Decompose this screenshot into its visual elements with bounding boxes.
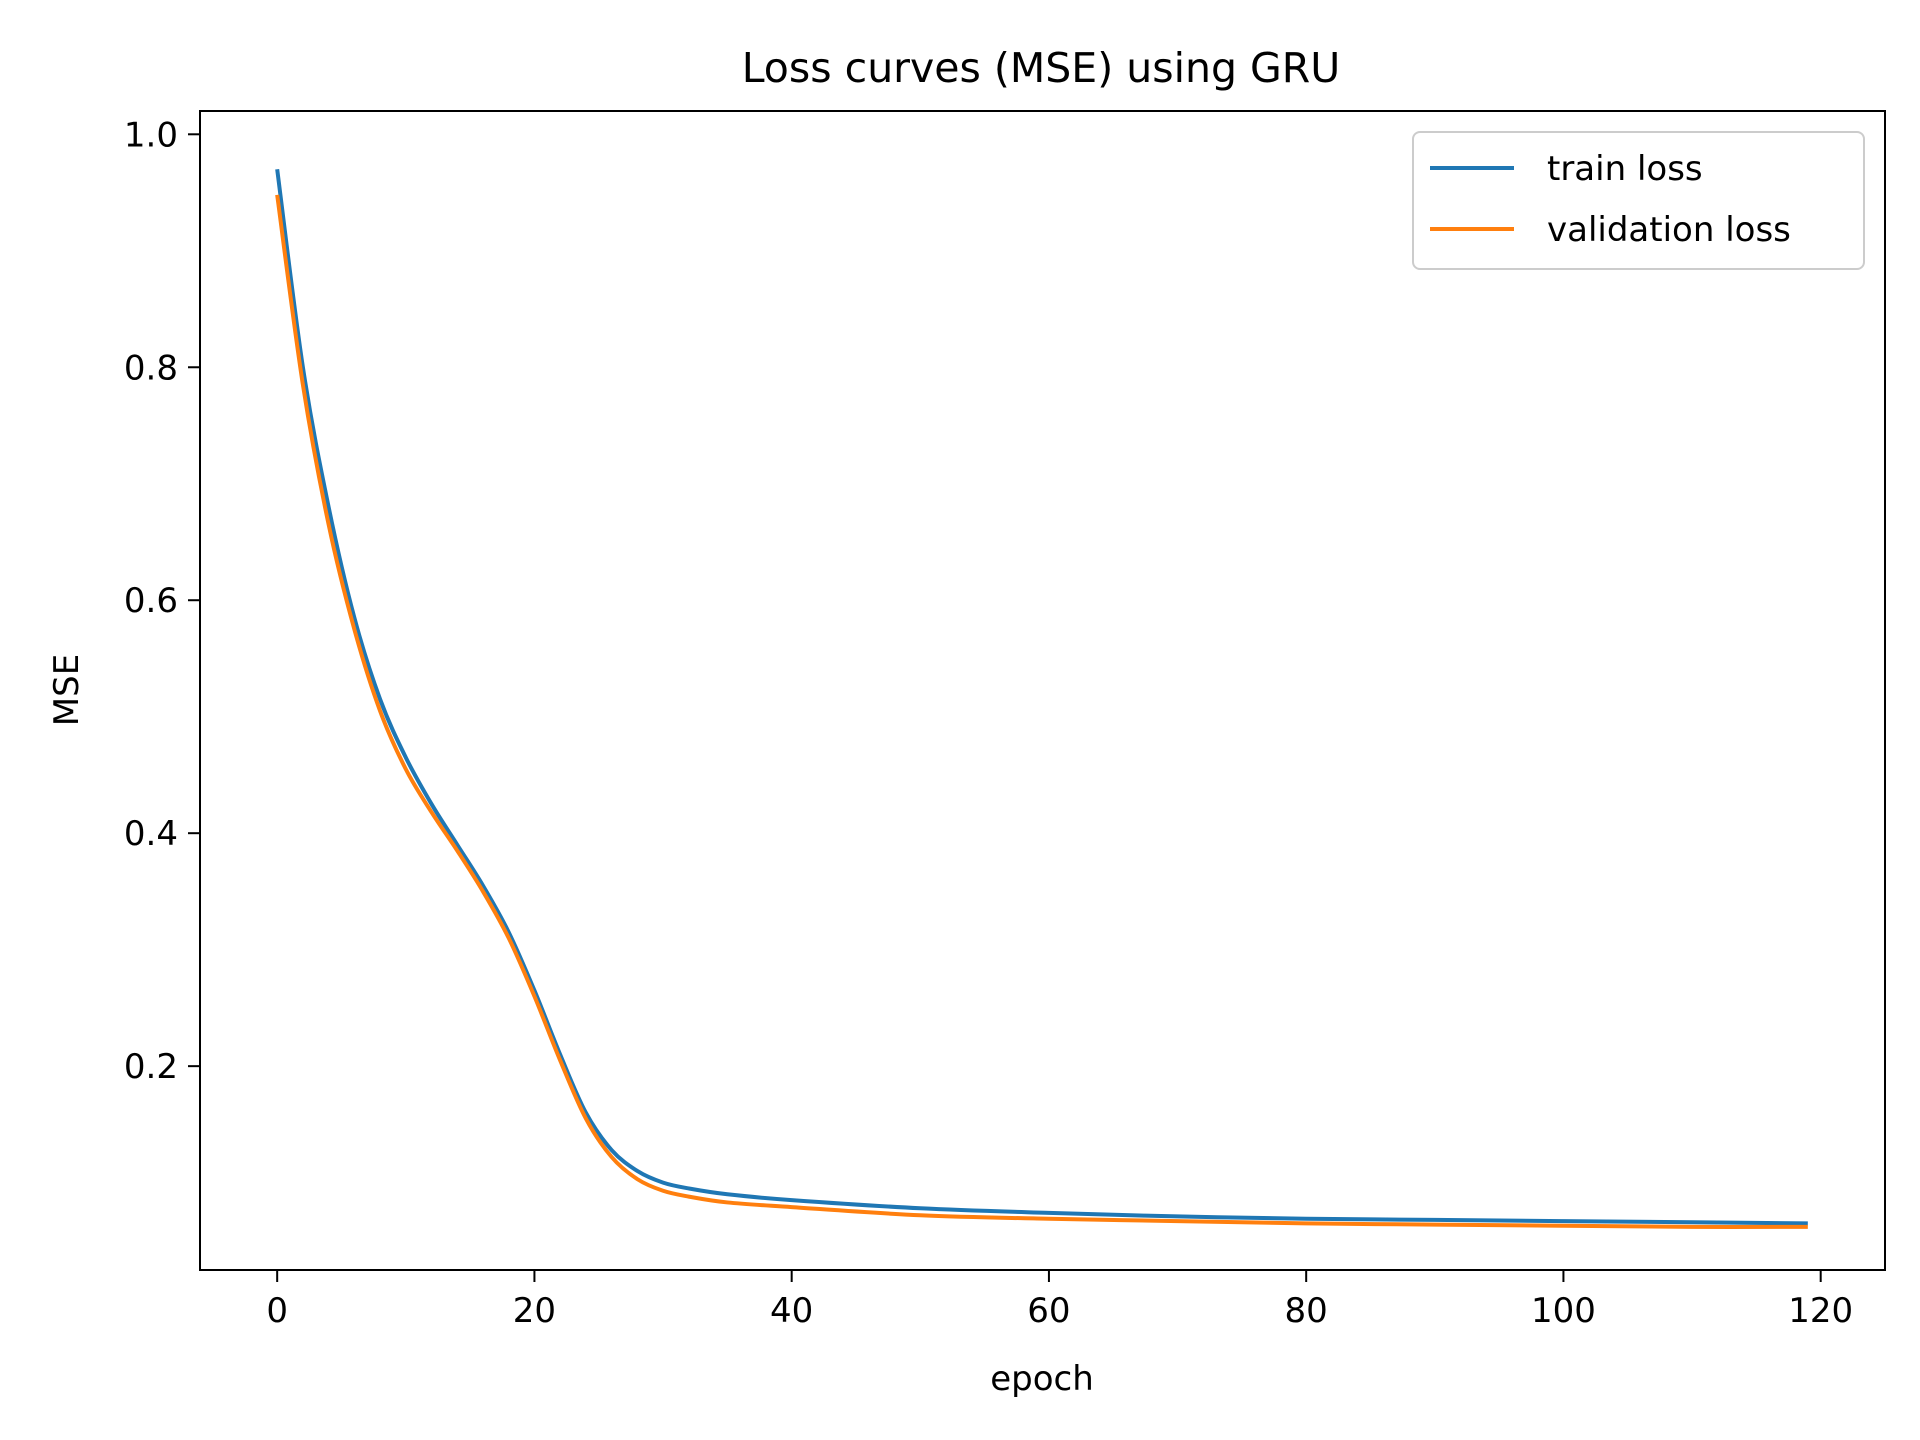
x-tick-label: 60 (1027, 1291, 1070, 1331)
y-tick-label: 1.0 (124, 115, 178, 155)
x-axis-ticks: 0 20 40 60 80 100 120 (266, 1270, 1853, 1331)
series-line-train-loss (275, 168, 1808, 1226)
y-axis-ticks: 0.2 0.4 0.6 0.8 1.0 (124, 115, 200, 1087)
y-tick-label: 0.8 (124, 348, 178, 388)
legend-label-validation-loss: validation loss (1547, 210, 1791, 250)
x-tick-label: 0 (266, 1291, 288, 1331)
legend-box (1412, 131, 1865, 270)
y-tick-label: 0.6 (124, 581, 178, 621)
legend: train loss validation loss (1412, 131, 1865, 270)
plot-frame (199, 110, 1886, 1271)
x-tick-label: 40 (770, 1291, 813, 1331)
x-tick-label: 120 (1788, 1291, 1853, 1331)
series-lines (275, 168, 1808, 1229)
series-line-validation-loss (275, 194, 1808, 1229)
y-tick-label: 0.4 (124, 814, 178, 854)
x-tick-label: 80 (1285, 1291, 1328, 1331)
x-tick-label: 100 (1531, 1291, 1596, 1331)
y-axis-title: MSE (47, 654, 87, 726)
x-tick-label: 20 (513, 1291, 556, 1331)
y-tick-label: 0.2 (124, 1047, 178, 1087)
chart-title: Loss curves (MSE) using GRU (742, 44, 1341, 92)
x-axis-title: epoch (990, 1359, 1094, 1399)
legend-label-train-loss: train loss (1547, 149, 1703, 189)
plot-area (200, 111, 1885, 1270)
